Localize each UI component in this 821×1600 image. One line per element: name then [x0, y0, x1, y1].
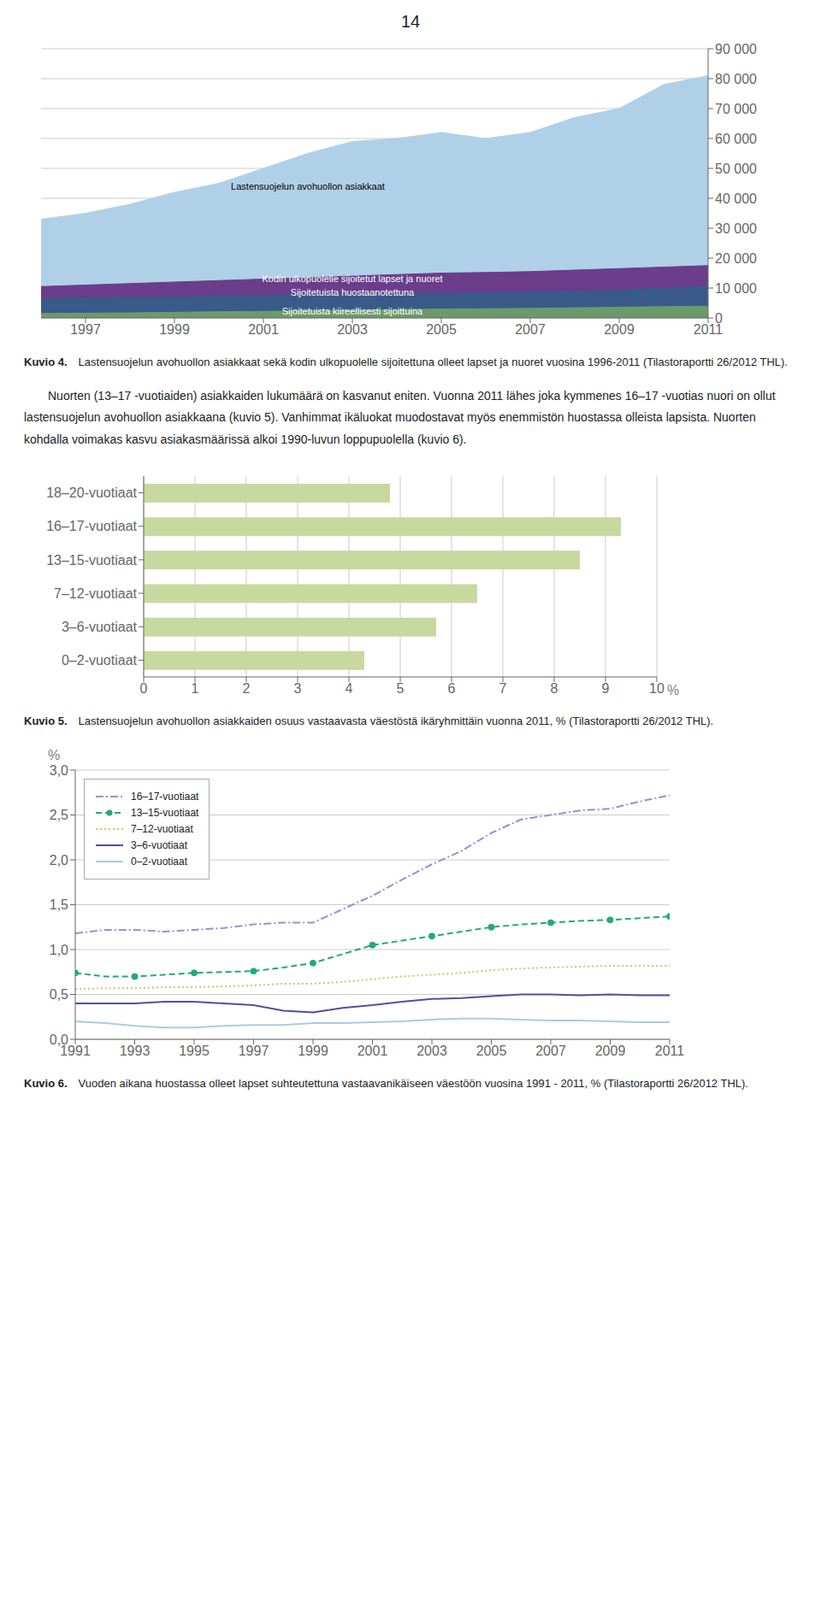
svg-text:2001: 2001 [357, 1044, 389, 1059]
html-text:14: 14 [401, 11, 420, 31]
svg-text:2009: 2009 [595, 1044, 627, 1059]
svg-text:13–15-vuotiaat: 13–15-vuotiaat [46, 552, 137, 568]
svg-text:Sijoitetuista kiireellisesti s: Sijoitetuista kiireellisesti sijoittuina [282, 306, 424, 317]
svg-text:2007: 2007 [535, 1044, 567, 1059]
svg-text:40 000: 40 000 [714, 191, 757, 207]
svg-text:10 000: 10 000 [714, 281, 757, 296]
html-text:Kuvio 5.: Kuvio 5. [23, 714, 68, 728]
svg-text:1999: 1999 [297, 1044, 329, 1059]
svg-text:5: 5 [396, 681, 405, 697]
svg-text:2,0: 2,0 [49, 853, 69, 869]
svg-text:Kodin ulkopuolelle sijoitetut: Kodin ulkopuolelle sijoitetut lapset ja … [262, 273, 443, 284]
svg-text:80 000: 80 000 [714, 71, 757, 87]
svg-text:70 000: 70 000 [714, 101, 757, 117]
svg-text:50 000: 50 000 [714, 161, 757, 177]
svg-text:%: % [47, 748, 60, 763]
svg-text:7–12-vuotiaat: 7–12-vuotiaat [53, 586, 138, 602]
svg-text:0: 0 [140, 681, 148, 697]
html-text:7–12-vuotiaat: 7–12-vuotiaat [130, 823, 194, 836]
svg-text:9: 9 [602, 681, 610, 697]
html-text:Lastensuojelun avohuollon asia: Lastensuojelun avohuollon asiakkaat sekä… [78, 355, 788, 369]
svg-text:1995: 1995 [178, 1044, 210, 1059]
svg-text:0–2-vuotiaat: 0–2-vuotiaat [61, 653, 138, 668]
svg-text:2005: 2005 [425, 322, 457, 337]
svg-text:90 000: 90 000 [714, 41, 757, 57]
html-text:Kuvio 4.: Kuvio 4. [23, 355, 68, 369]
svg-text:18–20-vuotiaat: 18–20-vuotiaat [46, 485, 137, 501]
svg-text:8: 8 [550, 681, 559, 697]
svg-text:1993: 1993 [119, 1044, 151, 1059]
svg-text:3–6-vuotiaat: 3–6-vuotiaat [61, 620, 138, 635]
svg-text:2: 2 [242, 681, 251, 697]
svg-text:4: 4 [345, 681, 354, 697]
svg-text:1: 1 [191, 681, 200, 697]
html-text:13–15-vuotiaat: 13–15-vuotiaat [130, 807, 199, 820]
svg-text:2005: 2005 [476, 1044, 508, 1059]
svg-text:1,0: 1,0 [49, 943, 69, 958]
svg-text:1997: 1997 [70, 322, 101, 337]
html-text:16–17-vuotiaat: 16–17-vuotiaat [130, 790, 199, 803]
html-text:Kuvio 6.: Kuvio 6. [23, 1077, 68, 1091]
svg-text:0,0: 0,0 [49, 1033, 69, 1048]
svg-text:1,5: 1,5 [49, 897, 69, 913]
svg-text:2009: 2009 [603, 322, 635, 337]
svg-text:3: 3 [294, 681, 302, 697]
html-text:Nuorten (13–17 -vuotiaiden) as: Nuorten (13–17 -vuotiaiden) asiakkaiden … [23, 389, 776, 447]
html-text:0–2-vuotiaat: 0–2-vuotiaat [130, 855, 188, 868]
svg-text:16–17-vuotiaat: 16–17-vuotiaat [46, 519, 137, 534]
svg-text:1999: 1999 [159, 322, 190, 337]
svg-text:0,5: 0,5 [49, 987, 69, 1003]
svg-text:2,5: 2,5 [49, 808, 69, 823]
svg-text:Lastensuojelun avohuollon asia: Lastensuojelun avohuollon asiakkaat [230, 181, 385, 192]
svg-text:Sijoitetuista huostaanotettuna: Sijoitetuista huostaanotettuna [290, 287, 415, 298]
svg-text:2011: 2011 [655, 1044, 686, 1059]
svg-text:20 000: 20 000 [714, 251, 757, 266]
svg-text:1997: 1997 [238, 1044, 270, 1059]
svg-text:2011: 2011 [693, 322, 723, 338]
svg-text:2001: 2001 [248, 322, 279, 337]
html-text:Lastensuojelun avohuollon asia: Lastensuojelun avohuollon asiakkaiden os… [78, 714, 714, 728]
svg-text:%: % [667, 682, 680, 697]
svg-text:60 000: 60 000 [714, 131, 757, 147]
svg-text:2003: 2003 [416, 1044, 448, 1059]
svg-text:0: 0 [714, 311, 723, 326]
svg-text:3,0: 3,0 [49, 763, 69, 779]
svg-text:6: 6 [448, 681, 456, 697]
html-text:Vuoden aikana huostassa olleet: Vuoden aikana huostassa olleet lapset su… [78, 1077, 749, 1091]
svg-text:1991: 1991 [60, 1044, 91, 1060]
html-text:3–6-vuotiaat: 3–6-vuotiaat [130, 839, 188, 852]
svg-text:30 000: 30 000 [714, 221, 757, 237]
svg-text:2003: 2003 [336, 322, 368, 337]
svg-text:2007: 2007 [514, 322, 546, 337]
svg-text:7: 7 [499, 681, 508, 697]
svg-text:10: 10 [649, 681, 665, 697]
